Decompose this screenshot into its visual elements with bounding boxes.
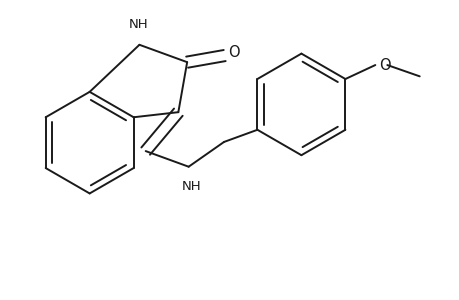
- Text: NH: NH: [128, 18, 148, 32]
- Text: O: O: [379, 58, 390, 73]
- Text: NH: NH: [181, 180, 201, 193]
- Text: O: O: [228, 45, 239, 60]
